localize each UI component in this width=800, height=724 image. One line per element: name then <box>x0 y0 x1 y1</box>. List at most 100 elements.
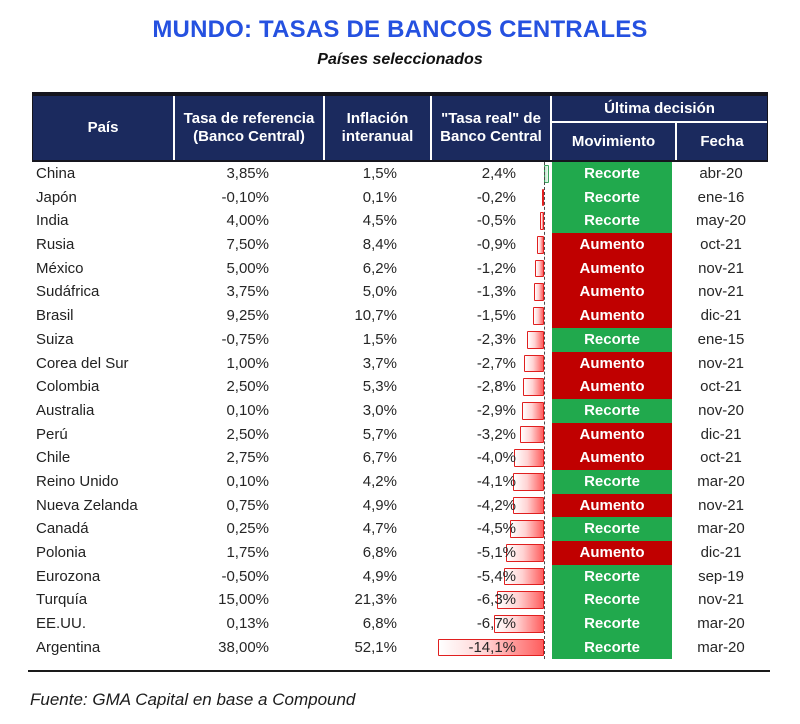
date-cell: oct-21 <box>700 449 742 467</box>
movement-cell: Recorte <box>550 564 674 589</box>
table-row: Japón -0,10% 0,1% -0,2% Recorte ene-16 <box>32 185 768 210</box>
movement-cell: Recorte <box>550 612 674 636</box>
header-real-line2: Banco Central <box>440 128 542 145</box>
movement-cell: Aumento <box>550 280 674 305</box>
movement-cell: Recorte <box>550 469 674 494</box>
movement-cell: Aumento <box>550 422 674 447</box>
real-rate-value: -1,2% <box>476 259 516 277</box>
header-movement: Movimiento <box>571 133 656 150</box>
table-row: Polonia 1,75% 6,8% -5,1% Aumento dic-21 <box>32 541 768 565</box>
databar-axis-dashed-line <box>544 162 545 660</box>
reference-rate-cell: 9,25% <box>226 307 269 325</box>
reference-rate-cell: 5,00% <box>226 259 269 277</box>
reference-rate-cell: 15,00% <box>218 591 269 609</box>
inflation-cell: 4,5% <box>362 212 397 230</box>
reference-rate-cell: 2,50% <box>226 378 269 396</box>
date-cell: dic-21 <box>700 425 742 443</box>
inflation-cell: 21,3% <box>354 591 397 609</box>
date-cell: may-20 <box>695 212 747 230</box>
reference-rate-cell: 3,85% <box>226 165 269 182</box>
real-rate-value: -0,5% <box>476 212 516 230</box>
real-rate-databar <box>503 567 544 586</box>
real-rate-cell: -4,5% <box>430 517 550 541</box>
inflation-cell: 0,1% <box>362 188 397 206</box>
header-date: Fecha <box>675 123 767 160</box>
reference-rate-cell: 0,10% <box>226 401 269 419</box>
movement-cell: Aumento <box>550 233 674 257</box>
date-cell: mar-20 <box>697 638 745 656</box>
table-row: Colombia 2,50% 5,3% -2,8% Aumento oct-21 <box>32 375 768 399</box>
real-rate-cell: -1,5% <box>430 304 550 328</box>
date-cell: ene-15 <box>697 330 745 348</box>
movement-cell: Recorte <box>550 327 674 352</box>
inflation-cell: 3,0% <box>362 401 397 419</box>
real-rate-value: -5,4% <box>476 567 516 585</box>
table-row: Corea del Sur 1,00% 3,7% -2,7% Aumento n… <box>32 351 768 376</box>
header-last-decision-sub: Movimiento Fecha <box>552 123 767 160</box>
real-rate-cell: -6,3% <box>430 588 550 612</box>
real-rate-cell: -0,5% <box>430 209 550 233</box>
real-rate-cell: -6,7% <box>430 612 550 636</box>
reference-rate-cell: 7,50% <box>226 236 269 254</box>
inflation-cell: 6,7% <box>362 449 397 467</box>
table-row: Eurozona -0,50% 4,9% -5,4% Recorte sep-1… <box>32 564 768 589</box>
country-cell: Argentina <box>36 638 101 656</box>
source-note: Fuente: GMA Capital en base a Compound <box>30 690 356 709</box>
real-rate-value: -5,1% <box>476 544 516 561</box>
table-row: India 4,00% 4,5% -0,5% Recorte may-20 <box>32 209 768 234</box>
date-cell: mar-20 <box>697 520 745 538</box>
real-rate-cell: -5,4% <box>430 565 550 589</box>
real-rate-databar <box>514 449 544 467</box>
real-rate-value: -6,3% <box>476 591 516 609</box>
country-cell: Sudáfrica <box>36 283 100 301</box>
reference-rate-cell: -0,50% <box>221 567 269 585</box>
inflation-cell: 1,5% <box>362 330 397 348</box>
country-cell: Japón <box>36 188 77 206</box>
country-cell: Polonia <box>36 544 87 561</box>
country-cell: China <box>36 165 76 182</box>
table-body: China 3,85% 1,5% 2,4% Recorte abr-20 Jap… <box>32 162 768 660</box>
country-cell: India <box>36 212 69 230</box>
real-rate-cell: -4,0% <box>430 446 550 470</box>
country-cell: Canadá <box>36 520 89 538</box>
table-row: Perú 2,50% 5,7% -3,2% Aumento dic-21 <box>32 422 768 447</box>
table-row: Nueva Zelanda 0,75% 4,9% -4,2% Aumento n… <box>32 493 768 518</box>
header-last-decision: Última decisión <box>552 96 767 123</box>
real-rate-databar <box>510 520 544 538</box>
real-rate-databar <box>496 591 544 610</box>
date-cell: nov-21 <box>698 591 744 609</box>
real-rate-databar <box>535 259 544 278</box>
movement-cell: Aumento <box>550 351 674 376</box>
real-rate-value: 2,4% <box>481 165 516 182</box>
date-cell: nov-20 <box>698 401 744 419</box>
table-row: Brasil 9,25% 10,7% -1,5% Aumento dic-21 <box>32 304 768 328</box>
inflation-cell: 3,7% <box>362 354 397 372</box>
inflation-cell: 8,4% <box>362 236 397 254</box>
real-rate-cell: 2,4% <box>430 162 550 186</box>
real-rate-cell: -3,2% <box>430 423 550 447</box>
header-last-decision-group: Última decisión Movimiento Fecha <box>550 96 767 160</box>
movement-cell: Recorte <box>550 398 674 423</box>
inflation-cell: 5,3% <box>362 378 397 396</box>
real-rate-value: -0,9% <box>476 236 516 254</box>
real-rate-databar <box>523 354 544 373</box>
page-title: MUNDO: TASAS DE BANCOS CENTRALES <box>152 16 648 43</box>
real-rate-databar <box>534 283 544 302</box>
inflation-cell: 1,5% <box>362 165 397 182</box>
real-rate-cell: -1,2% <box>430 257 550 281</box>
date-cell: oct-21 <box>700 378 742 396</box>
table-row: Chile 2,75% 6,7% -4,0% Aumento oct-21 <box>32 446 768 470</box>
table-row: Australia 0,10% 3,0% -2,9% Recorte nov-2… <box>32 398 768 423</box>
table-row: Suiza -0,75% 1,5% -2,3% Recorte ene-15 <box>32 327 768 352</box>
real-rate-databar <box>505 544 544 562</box>
country-cell: EE.UU. <box>36 615 87 633</box>
header-reference-line2: (Banco Central) <box>193 128 305 145</box>
country-cell: Colombia <box>36 378 100 396</box>
real-rate-value: -4,0% <box>476 449 516 467</box>
inflation-cell: 5,0% <box>362 283 397 301</box>
footer-divider <box>28 670 770 672</box>
country-cell: Australia <box>36 401 95 419</box>
date-cell: mar-20 <box>697 472 745 490</box>
date-cell: oct-21 <box>700 236 742 254</box>
real-rate-value: -2,3% <box>476 330 516 348</box>
